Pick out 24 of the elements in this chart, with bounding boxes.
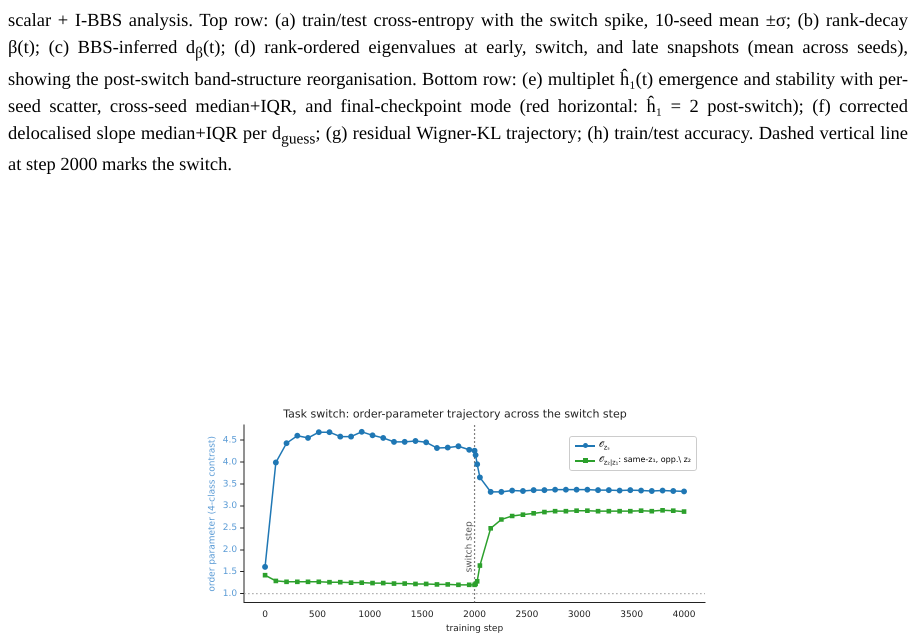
y-tick-label: 4.5 [222, 435, 238, 446]
x-tick-label: 2500 [515, 610, 539, 620]
x-axis-title: training step [446, 624, 504, 634]
x-tick-label: 0 [262, 610, 268, 620]
legend-label: 𝒪$_{zₛ}$ [598, 439, 610, 454]
y-tick-label: 1.5 [222, 567, 238, 578]
y-tick-label: 3.0 [222, 501, 238, 512]
x-tick-label: 3000 [568, 610, 592, 620]
x-tick-label: 4000 [672, 610, 696, 620]
legend-label: 𝒪$_{z₂|z₁}$: same-z₁, opp.\ z₂ [598, 454, 691, 468]
x-tick-label: 1500 [410, 610, 434, 620]
x-tick-label: 1000 [358, 610, 382, 620]
y-tick-label: 4.0 [222, 457, 238, 468]
x-tick-label: 500 [308, 610, 326, 620]
text: scalar + I-BBS analysis. Top row: (a) train/test cross-entropy with the switch spike, 10-seed mean ±σ; (b) rank-decay β(t); (c) BBS-inferred d$_{β}$(t); (d) rank-ordered eigenvalues at early, switch, and late snapshots (mean across seeds), showing the post-switch band-structure reorganisation. Bottom row: (e) multiplet ĥ₁(t) emergence and stability with per-seed scatter, cross-seed median+IQR, and final-checkpoint mode (red horizontal: ĥ₁ = 2 post-switch); (f) corrected delocalised slope median+IQR per d$_{guess}$; (g) residual Wigner-KL trajectory; (h) train/test accuracy. Dashed vertical line at step 2000 marks the switch. [8, 11, 908, 176]
y-tick-label: 1.0 [222, 588, 238, 599]
chart-title: Task switch: order-parameter trajectory across the switch step [282, 407, 627, 420]
y-tick-label: 3.5 [222, 479, 238, 490]
y-tick-label: 2.0 [222, 545, 238, 556]
ref-line-label: switch step [464, 521, 475, 572]
y-axis-title: order parameter (4-class contrast) [208, 436, 218, 592]
y-tick-label: 2.5 [222, 523, 238, 534]
x-tick-label: 3500 [620, 610, 644, 620]
x-tick-label: 2000 [463, 610, 486, 620]
